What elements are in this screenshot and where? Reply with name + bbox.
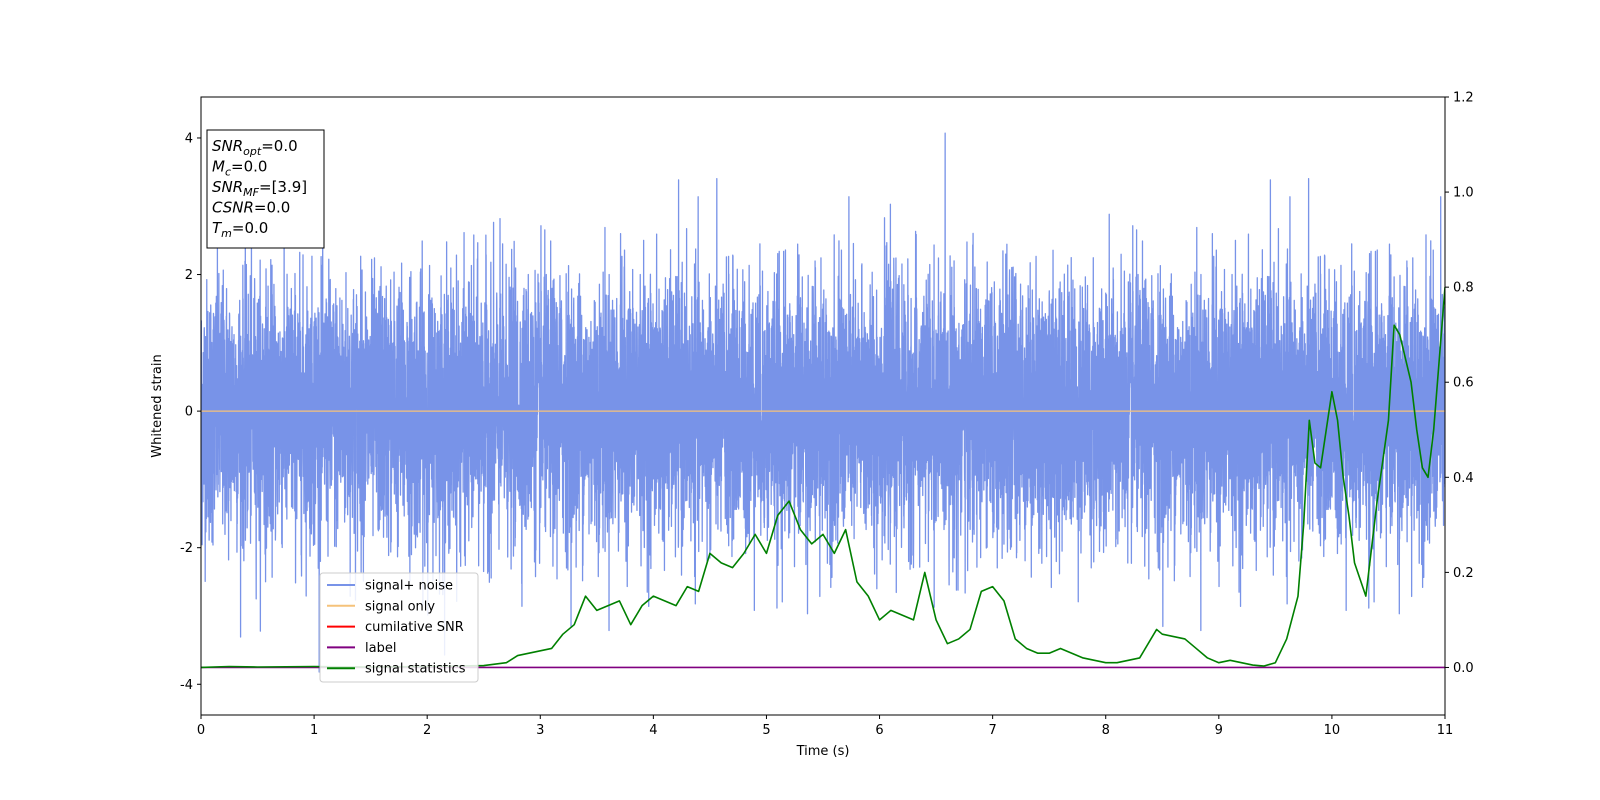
annotation-line: CSNR=0.0 [212,199,290,217]
annotation-value: =0.0 [231,158,267,176]
annotation-value: =0.0 [261,137,297,155]
x-tick-label: 5 [762,723,770,738]
annotation-subscript: MF [243,186,259,199]
y-tick-label: 2 [185,268,193,283]
annotation-subscript: m [221,227,232,240]
y2-tick-label: 0.6 [1453,376,1474,391]
x-tick-label: 7 [988,723,996,738]
annotation-subscript: opt [243,145,262,158]
annotation-value: =0.0 [232,219,268,237]
x-tick-label: 0 [197,723,205,738]
x-tick-label: 2 [423,723,431,738]
annotation-line: SNRopt=0.0 [212,137,298,158]
x-tick-label: 8 [1102,723,1110,738]
y-axis-label: Whitened strain [150,354,165,457]
annotation-symbol: SNR [212,137,243,155]
x-axis-label: Time (s) [796,744,850,759]
y2-tick-label: 0.8 [1453,281,1474,296]
y-tick-label: -4 [180,678,193,693]
x-tick-label: 9 [1215,723,1223,738]
legend-label: signal+ noise [365,579,453,594]
legend-label: cumilative SNR [365,620,464,635]
x-tick-label: 11 [1437,723,1454,738]
series-line-signal-statistics [201,287,1445,669]
x-tick-label: 1 [310,723,318,738]
y-tick-label: -2 [180,541,193,556]
y-tick-label: 4 [185,131,193,146]
x-tick-label: 3 [536,723,544,738]
signal-noise-line [201,132,1445,673]
legend: signal+ noise signal only cumilative SNR la… [319,572,479,683]
legend-entry: signal statistics [327,662,466,677]
y2-tick-label: 0.2 [1453,566,1474,581]
legend-entry: label [327,641,396,656]
annotation-line: SNRMF=[3.9] [212,178,307,199]
legend-entry: signal only [327,599,435,614]
y2-tick-label: 1.2 [1453,91,1474,106]
annotation-line: Mc=0.0 [212,158,267,179]
annotation-value: =[3.9] [259,178,307,196]
legend-entry: cumilative SNR [327,620,464,635]
legend-frame [319,572,479,683]
legend-label: signal statistics [365,662,466,677]
annotation-symbol: T [212,219,223,237]
signal-noise-series [201,132,1445,673]
x-tick-label: 6 [875,723,883,738]
y2-tick-label: 0.4 [1453,471,1474,486]
annotation-symbol: SNR [212,178,243,196]
annotation-subscript: c [225,166,231,179]
y2-tick-label: 0.0 [1453,661,1474,676]
legend-entry: signal+ noise [327,579,453,594]
y-tick-label: 0 [185,405,193,420]
annotation-symbol: CSNR [212,199,254,217]
y2-tick-label: 1.0 [1453,186,1474,201]
x-tick-label: 10 [1324,723,1341,738]
annotation-value: =0.0 [254,199,290,217]
annotation-frame [206,129,325,249]
y-axis-ticks: -4 -2 0 2 4 [180,131,201,693]
annotation-line: Tm=0.0 [212,219,268,240]
axes-frame [200,96,1446,716]
annotation-box: SNRopt=0.0Mc=0.0SNRMF=[3.9]CSNR=0.0Tm=0.… [206,129,325,249]
annotation-symbol: M [212,158,225,176]
x-axis-ticks: 0 1 2 3 4 5 6 7 8 9 10 11 [197,715,1453,738]
y2-axis-ticks: 0.0 0.2 0.4 0.6 0.8 1.0 1.2 [1445,91,1474,676]
x-tick-label: 4 [649,723,657,738]
legend-label: label [365,641,396,656]
legend-label: signal only [365,599,435,614]
